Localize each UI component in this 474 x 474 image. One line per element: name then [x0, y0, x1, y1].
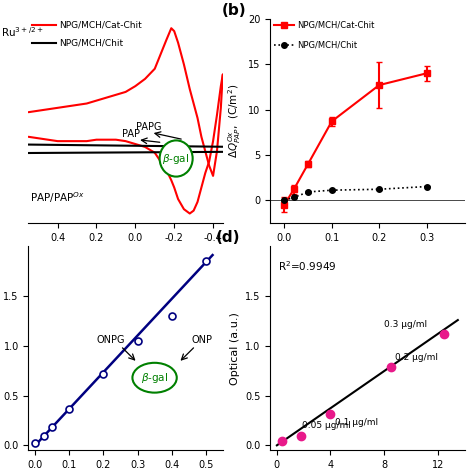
Text: (b): (b) [221, 3, 246, 18]
Text: (d): (d) [216, 230, 240, 246]
Text: $\beta$-gal: $\beta$-gal [141, 371, 168, 385]
Text: NPG/MCH/Cat-Chit: NPG/MCH/Cat-Chit [297, 20, 375, 29]
Text: PAP/PAP$^{Ox}$: PAP/PAP$^{Ox}$ [30, 191, 85, 205]
Text: $\beta$-gal: $\beta$-gal [163, 152, 190, 165]
Y-axis label: Optical (a.u.): Optical (a.u.) [229, 312, 239, 385]
Text: ONPG: ONPG [96, 335, 125, 345]
Text: 0.05 μg/ml: 0.05 μg/ml [302, 421, 351, 430]
Text: R$^2$=0.9949: R$^2$=0.9949 [278, 259, 337, 273]
Ellipse shape [160, 140, 192, 177]
Text: PAP: PAP [122, 129, 140, 139]
Text: PAPG: PAPG [136, 121, 162, 132]
Text: NPG/MCH/Chit: NPG/MCH/Chit [297, 41, 357, 50]
Text: 0.2 μg/ml: 0.2 μg/ml [395, 353, 438, 362]
Ellipse shape [132, 363, 177, 392]
Y-axis label: $\Delta Q^{Ox}_{PAP}$,  (C/m$^2$): $\Delta Q^{Ox}_{PAP}$, (C/m$^2$) [226, 84, 243, 158]
X-axis label: E (V) vs. Ag/AgCl: E (V) vs. Ag/AgCl [79, 248, 173, 258]
Text: ONP: ONP [192, 335, 213, 345]
Text: NPG/MCH/Cat-Chit: NPG/MCH/Cat-Chit [60, 20, 142, 29]
Text: 0.1 μg/ml: 0.1 μg/ml [335, 419, 378, 428]
X-axis label: [β-Gal] (μg/ml): [β-Gal] (μg/ml) [326, 248, 409, 258]
Text: 0.3 μg/ml: 0.3 μg/ml [384, 320, 427, 329]
Text: Ru$^{3+/2+}$: Ru$^{3+/2+}$ [1, 26, 44, 39]
Text: NPG/MCH/Chit: NPG/MCH/Chit [60, 39, 124, 48]
